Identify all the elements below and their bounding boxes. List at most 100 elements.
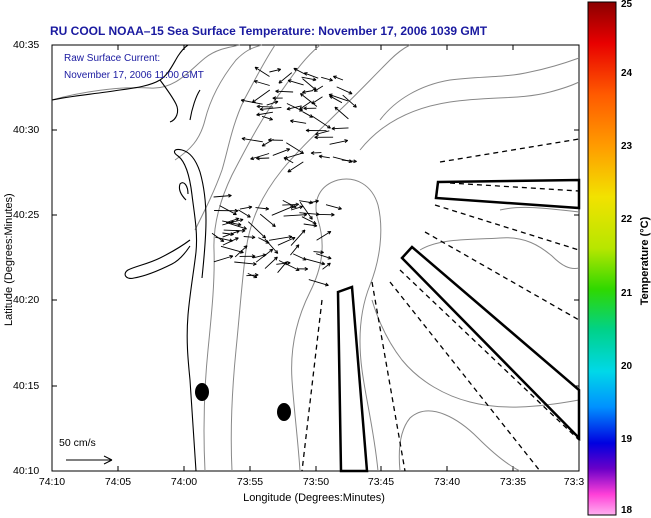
scale-arrow — [66, 455, 113, 465]
current-vector — [234, 261, 257, 266]
sector-polygons — [336, 178, 581, 473]
current-vector — [250, 153, 270, 161]
y-tick-label: 40:30 — [13, 124, 40, 136]
current-vector — [220, 245, 244, 254]
current-vector — [261, 138, 274, 147]
current-vector — [318, 212, 335, 217]
current-vector — [287, 161, 304, 173]
current-vector — [247, 221, 267, 239]
current-vector — [283, 157, 294, 164]
current-vector — [303, 72, 319, 79]
current-vector — [302, 111, 314, 118]
current-vector — [308, 279, 329, 287]
scale-label: 50 cm/s — [59, 437, 96, 449]
current-vector — [329, 139, 349, 145]
station-marker-2 — [277, 403, 291, 421]
current-vector — [264, 256, 278, 269]
current-vector — [302, 90, 314, 94]
current-vector — [305, 128, 327, 133]
current-vector — [286, 105, 302, 111]
y-tick-label: 40:35 — [13, 39, 40, 51]
current-vector — [290, 244, 300, 256]
current-vector — [272, 148, 291, 156]
current-vector — [254, 66, 270, 77]
current-vector — [303, 106, 317, 111]
current-vector — [238, 209, 251, 218]
current-vector — [313, 85, 324, 92]
current-vector — [287, 79, 304, 86]
current-vector — [269, 68, 282, 73]
x-tick-label: 73:50 — [302, 476, 330, 488]
current-vector — [251, 89, 271, 104]
current-vector — [222, 237, 239, 246]
current-vector — [301, 76, 317, 82]
current-vector — [334, 106, 349, 120]
x-tick-label: 74:05 — [104, 476, 132, 488]
current-vector — [304, 258, 326, 266]
current-vector — [336, 86, 353, 95]
current-vector — [243, 235, 256, 240]
current-vector — [290, 229, 306, 246]
current-vector — [303, 223, 318, 228]
current-vector — [299, 93, 318, 107]
legend-line-1: Raw Surface Current: — [64, 53, 161, 64]
current-vector — [264, 238, 279, 254]
legend-line-2: November 17, 2006 11:00 GMT — [64, 70, 204, 81]
current-vector — [239, 254, 256, 259]
current-vector — [213, 193, 232, 198]
colorbar-tick: 19 — [621, 434, 633, 445]
current-vector — [312, 115, 331, 129]
current-vector — [290, 119, 307, 124]
current-vector — [259, 213, 276, 228]
colorbar-label: Temperature (°C) — [639, 216, 651, 306]
y-tick-label: 40:25 — [13, 209, 40, 221]
current-vector — [259, 106, 282, 112]
x-tick-label: 74:10 — [38, 476, 66, 488]
coastline — [51, 44, 207, 472]
current-vector — [278, 72, 293, 84]
current-vector — [314, 135, 334, 140]
surface-current-vectors — [211, 66, 357, 287]
current-vector — [214, 208, 239, 213]
y-tick-label: 40:20 — [13, 294, 40, 306]
x-tick-label: 73:35 — [499, 476, 527, 488]
current-vector — [290, 205, 304, 211]
x-tick-label: 73:55 — [236, 476, 264, 488]
current-vector — [256, 156, 270, 161]
current-vector — [282, 200, 297, 208]
colorbar-tick: 18 — [621, 505, 633, 516]
colorbar-tick: 22 — [621, 214, 633, 225]
current-vector — [253, 79, 270, 86]
colorbar-tick: 25 — [621, 0, 633, 10]
current-vector — [313, 250, 324, 255]
current-vector — [239, 205, 253, 210]
current-vector — [316, 230, 332, 241]
current-vector — [321, 76, 333, 82]
current-vector — [255, 206, 270, 211]
current-vector — [256, 104, 274, 109]
y-tick-label: 40:10 — [13, 465, 40, 477]
current-vector — [241, 136, 263, 143]
x-axis-title: Longitude (Degrees:Minutes) — [243, 492, 385, 504]
x-tick-label: 73:40 — [433, 476, 461, 488]
current-vector — [240, 98, 263, 105]
current-vector — [213, 255, 234, 263]
current-vector — [293, 67, 307, 76]
y-tick-label: 40:15 — [13, 380, 40, 392]
current-vector — [286, 103, 303, 112]
current-vector — [342, 94, 357, 108]
colorbar-tick: 24 — [621, 68, 633, 79]
colorbar — [587, 1, 617, 516]
current-vector — [278, 260, 300, 271]
y-axis-title: Latitude (Degrees:Minutes) — [3, 193, 15, 326]
current-vector — [256, 111, 273, 117]
current-vector — [255, 248, 274, 263]
current-vector — [341, 159, 357, 164]
current-vector — [297, 267, 309, 271]
current-vector — [275, 89, 294, 94]
x-tick-label: 74:00 — [170, 476, 198, 488]
current-vector — [228, 218, 244, 224]
sector-lines-dashed — [301, 138, 580, 472]
